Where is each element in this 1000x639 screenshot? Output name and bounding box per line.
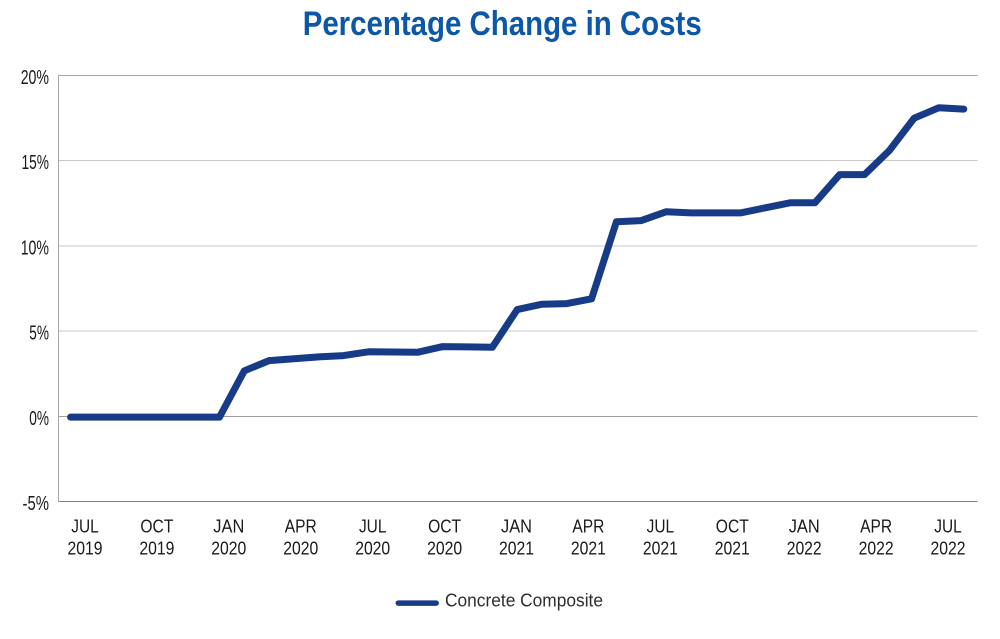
svg-text:15%: 15%: [22, 152, 50, 174]
svg-text:APR: APR: [285, 516, 317, 536]
svg-text:2019: 2019: [68, 538, 103, 558]
svg-text:10%: 10%: [21, 237, 49, 259]
svg-text:JUL: JUL: [359, 516, 387, 536]
svg-text:2021: 2021: [715, 538, 750, 558]
svg-text:2022: 2022: [787, 538, 822, 558]
svg-text:Percentage Change in Costs: Percentage Change in Costs: [303, 5, 702, 43]
svg-text:JAN: JAN: [789, 516, 820, 536]
svg-text:OCT: OCT: [716, 516, 749, 536]
svg-text:2020: 2020: [427, 538, 462, 558]
svg-text:-5%: -5%: [23, 493, 50, 515]
svg-text:OCT: OCT: [428, 516, 461, 536]
svg-text:2020: 2020: [355, 538, 390, 558]
svg-text:2020: 2020: [283, 538, 318, 558]
svg-text:20%: 20%: [21, 67, 49, 89]
svg-text:APR: APR: [572, 516, 604, 536]
svg-text:JUL: JUL: [71, 516, 99, 536]
svg-text:2021: 2021: [643, 538, 678, 558]
svg-text:0%: 0%: [29, 408, 49, 430]
svg-text:2022: 2022: [931, 538, 966, 558]
svg-text:JAN: JAN: [501, 516, 532, 536]
svg-text:JUL: JUL: [934, 516, 962, 536]
svg-text:2022: 2022: [859, 538, 894, 558]
svg-text:2019: 2019: [139, 538, 174, 558]
svg-text:JUL: JUL: [647, 516, 675, 536]
svg-text:2021: 2021: [499, 538, 534, 558]
svg-text:5%: 5%: [29, 323, 49, 345]
svg-text:2021: 2021: [571, 538, 606, 558]
svg-text:APR: APR: [860, 516, 892, 536]
svg-text:Concrete Composite: Concrete Composite: [445, 591, 603, 611]
svg-text:OCT: OCT: [140, 516, 173, 536]
svg-text:JAN: JAN: [213, 516, 244, 536]
svg-text:2020: 2020: [211, 538, 246, 558]
